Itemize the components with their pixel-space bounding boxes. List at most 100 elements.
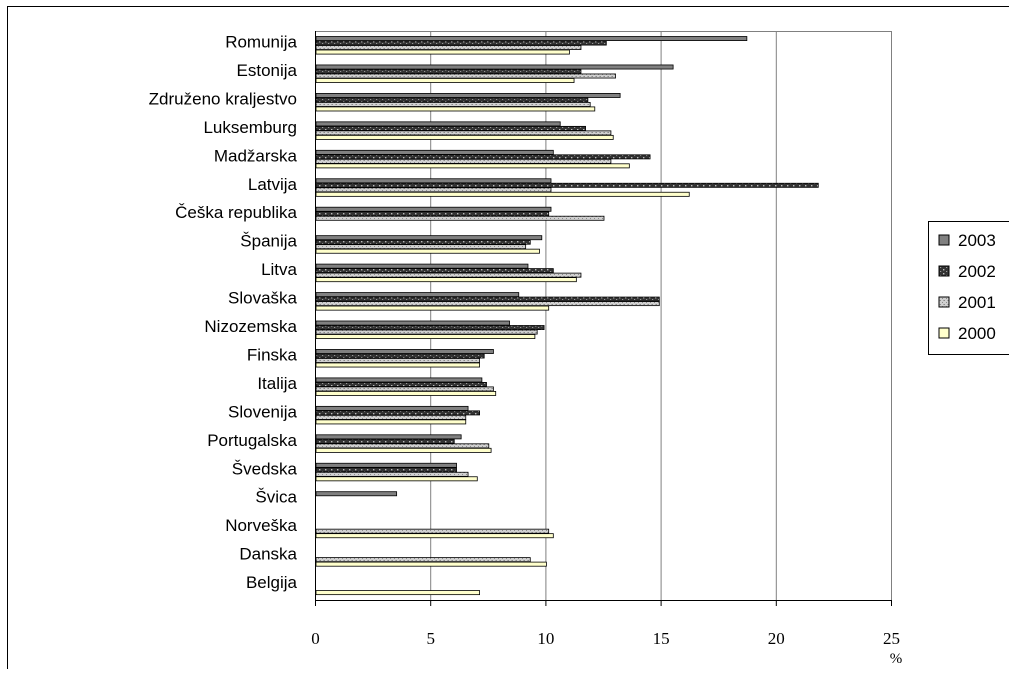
bar-2002 (316, 212, 549, 216)
bar-2003 (316, 150, 553, 154)
legend: 2003 2002 2001 2000 (929, 222, 1009, 355)
category-label: Italija (257, 374, 297, 393)
bar-2001 (316, 529, 549, 533)
category-label: Norveška (225, 516, 297, 535)
legend-label: 2003 (958, 231, 996, 250)
category-label: Latvija (248, 175, 298, 194)
bar-2003 (316, 435, 461, 439)
bar-2002 (316, 382, 487, 386)
bar-2003 (316, 463, 457, 467)
bar-2003 (316, 321, 510, 325)
category-label: Litva (261, 260, 297, 279)
legend-swatch (939, 297, 949, 307)
bar-2002 (316, 155, 650, 159)
category-label: Estonija (237, 61, 298, 80)
bar-2000 (316, 164, 629, 168)
bar-2001 (316, 273, 581, 277)
bar-2003 (316, 378, 482, 382)
bar-2000 (316, 278, 576, 282)
bar-2002 (316, 126, 586, 130)
bar-2002 (316, 98, 588, 102)
bar-2000 (316, 78, 574, 82)
bar-2001 (316, 46, 581, 50)
category-label: Luksemburg (203, 118, 297, 137)
legend-label: 2002 (958, 262, 996, 281)
bar-2003 (316, 179, 551, 183)
bar-2001 (316, 131, 611, 135)
category-label: Portugalska (207, 431, 297, 450)
bar-2001 (316, 302, 659, 306)
bar-2003 (316, 264, 528, 268)
bar-2002 (316, 269, 553, 273)
bar-2000 (316, 335, 535, 339)
bar-2001 (316, 330, 537, 334)
bar-2001 (316, 74, 616, 78)
bar-2001 (316, 102, 590, 106)
x-tick-label: 20 (768, 629, 785, 648)
category-label: Švica (255, 488, 297, 507)
bar-2001 (316, 444, 489, 448)
bar-2000 (316, 306, 549, 310)
bar-2003 (316, 122, 560, 126)
bar-2001 (316, 472, 468, 476)
bar-2002 (316, 240, 530, 244)
bar-2001 (316, 159, 611, 163)
bar-2000 (316, 591, 480, 595)
category-label: Švedska (232, 459, 298, 478)
bar-2001 (316, 216, 604, 220)
bar-2001 (316, 558, 530, 562)
bar-2002 (316, 411, 480, 415)
bar-2003 (316, 93, 620, 97)
x-tick-label: 5 (426, 629, 435, 648)
bar-2001 (316, 358, 480, 362)
bar-2001 (316, 387, 493, 391)
bar-2002 (316, 439, 454, 443)
bar-2000 (316, 477, 477, 481)
x-tick-label: 0 (311, 629, 320, 648)
category-label: Nizozemska (204, 317, 297, 336)
category-label: Španija (240, 232, 297, 251)
bar-2003 (316, 37, 747, 41)
bar-2002 (316, 41, 606, 45)
bar-2002 (316, 183, 818, 187)
bar-2002 (316, 354, 484, 358)
bar-2003 (316, 406, 468, 410)
legend-label: 2000 (958, 324, 996, 343)
bar-2000 (316, 420, 466, 424)
legend-swatch (939, 235, 949, 245)
legend-swatch (939, 328, 949, 338)
bar-2003 (316, 65, 673, 69)
bar-2001 (316, 415, 466, 419)
legend-label: 2001 (958, 293, 996, 312)
x-tick-label: 15 (653, 629, 670, 648)
bar-2000 (316, 249, 539, 253)
category-label: Slovaška (228, 289, 298, 308)
category-label: Romunija (225, 33, 297, 52)
bar-2002 (316, 297, 659, 301)
bar-2000 (316, 534, 553, 538)
category-label: Finska (247, 345, 298, 364)
bar-2002 (316, 69, 581, 73)
category-label: Madžarska (214, 146, 298, 165)
bar-2000 (316, 50, 569, 54)
bar-2000 (316, 135, 613, 139)
bar-2000 (316, 448, 491, 452)
x-tick-label: 25 (883, 629, 900, 648)
category-label: Slovenija (228, 402, 298, 421)
category-label: Belgija (246, 573, 298, 592)
plot-area (316, 32, 892, 601)
category-label: Danska (239, 545, 297, 564)
bar-2000 (316, 192, 689, 196)
bar-2001 (316, 245, 526, 249)
bar-2003 (316, 492, 397, 496)
bar-2000 (316, 363, 480, 367)
x-tick-label: 10 (537, 629, 554, 648)
x-axis-unit-label: % (890, 651, 903, 667)
bar-2003 (316, 349, 493, 353)
bar-2002 (316, 468, 457, 472)
bar-2001 (316, 188, 551, 192)
bar-2000 (316, 107, 595, 111)
bar-2002 (316, 326, 544, 330)
